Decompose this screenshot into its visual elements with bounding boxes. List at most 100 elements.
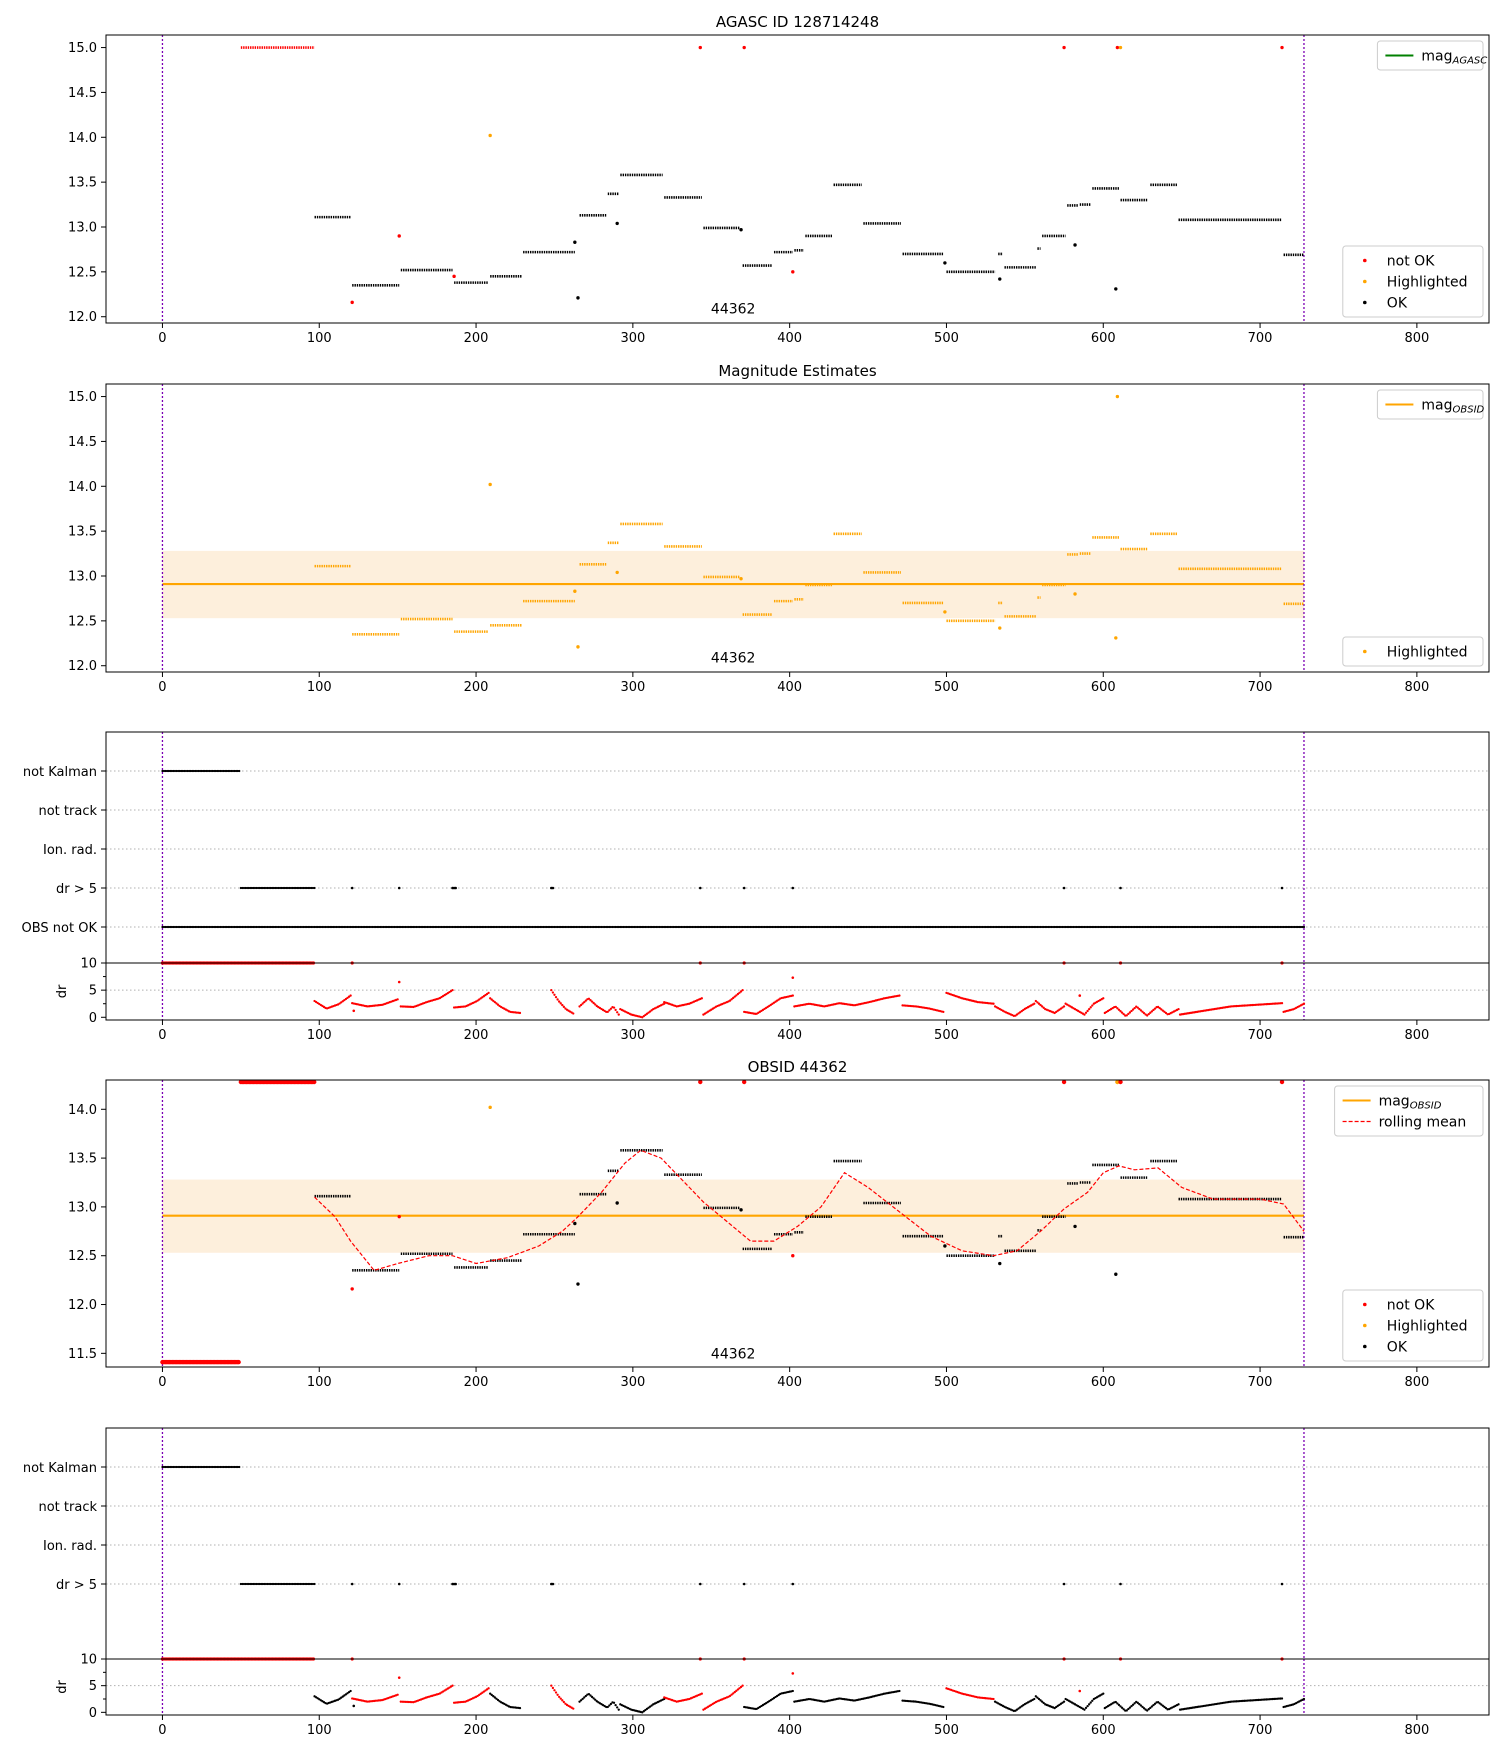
legend-marker — [1363, 1302, 1367, 1307]
dr-point — [1160, 1008, 1163, 1011]
flag-marker — [369, 925, 373, 929]
flag-marker — [1266, 925, 1270, 929]
flag-marker — [313, 1582, 316, 1586]
flag-marker — [1106, 925, 1110, 929]
flag-marker — [269, 886, 272, 890]
flag-marker — [597, 925, 600, 929]
x-tick-label: 100 — [307, 1723, 332, 1738]
flag-marker — [297, 1582, 300, 1586]
flag-marker — [975, 925, 978, 929]
flag-marker — [250, 886, 253, 890]
flag-marker — [855, 925, 859, 929]
flag-marker — [841, 925, 845, 929]
flag-marker — [819, 925, 823, 929]
flag-marker — [304, 886, 307, 890]
flag-marker — [286, 886, 289, 890]
y-tick-label: 15.0 — [68, 41, 97, 56]
flag-marker — [565, 925, 569, 929]
flag-marker — [525, 925, 528, 929]
flag-marker — [244, 1582, 247, 1586]
flag-marker — [545, 925, 548, 929]
flag-marker — [291, 1582, 294, 1586]
data-point — [576, 1282, 580, 1286]
x-tick-label: 800 — [1404, 1028, 1429, 1043]
flag-marker — [189, 925, 192, 929]
dr-point — [1120, 1011, 1124, 1014]
flag-marker — [368, 925, 371, 929]
flag-marker — [247, 925, 250, 929]
flag-marker — [1241, 925, 1244, 929]
y-tick-label: 0 — [89, 1706, 97, 1721]
flag-marker — [271, 925, 274, 929]
flag-marker — [785, 925, 788, 929]
flag-marker — [1205, 925, 1208, 929]
flag-marker — [1273, 925, 1276, 929]
flag-marker — [384, 925, 387, 929]
flag-marker — [250, 1582, 253, 1586]
data-point — [1073, 1224, 1077, 1229]
dr-point — [493, 1696, 497, 1699]
flag-marker — [330, 925, 333, 929]
flag-marker — [876, 925, 879, 929]
flag-marker — [907, 925, 910, 929]
flag-marker — [1014, 925, 1017, 929]
dr-point — [594, 1003, 597, 1006]
flag-marker — [821, 925, 824, 929]
flag-marker — [1077, 925, 1080, 929]
flag-marker — [263, 1582, 266, 1586]
flag-marker — [188, 1465, 191, 1469]
dr-point — [1117, 1008, 1121, 1011]
flag-marker — [282, 886, 285, 890]
x-tick-label: 800 — [1404, 1375, 1429, 1390]
flag-marker — [669, 925, 672, 929]
flag-marker — [460, 925, 464, 929]
flag-marker — [914, 925, 917, 929]
flag-marker — [1072, 925, 1075, 929]
flag-marker — [183, 769, 186, 773]
dr-point — [583, 1000, 586, 1004]
flag-marker — [730, 925, 733, 929]
flag-marker — [898, 925, 901, 929]
flag-marker — [1288, 925, 1291, 929]
flag-marker — [402, 925, 406, 929]
dr-point — [1083, 1708, 1086, 1711]
dr-point — [1138, 1703, 1141, 1706]
dr-point — [550, 988, 553, 992]
flag-marker — [1265, 925, 1268, 929]
y-tick-label: 14.0 — [68, 1103, 97, 1118]
dr-point — [1131, 1008, 1135, 1011]
flag-marker — [424, 925, 427, 929]
dr-point — [492, 1695, 495, 1698]
flag-marker — [714, 925, 718, 929]
x-tick-label: 300 — [620, 1028, 645, 1043]
flag-marker — [639, 925, 642, 929]
panel-3: 0 100 200 300 400 500 600 700 800 0 5 10 dr — [55, 957, 1490, 1043]
flag-marker — [972, 925, 975, 929]
flag-marker — [957, 925, 961, 929]
dr-point — [1136, 1006, 1139, 1009]
dr-point — [1125, 1709, 1128, 1712]
flag-marker — [1302, 925, 1306, 929]
legend: not OK Highlighted OK — [1342, 245, 1484, 318]
flag-marker — [791, 886, 795, 890]
flag-marker — [474, 925, 478, 929]
y-tick-label: 15.0 — [68, 390, 97, 405]
y-tick-label: 14.0 — [68, 131, 97, 146]
flag-marker — [1262, 925, 1265, 929]
dr-point — [489, 1692, 492, 1695]
flag-marker — [235, 769, 238, 773]
flag-marker — [738, 925, 741, 929]
flag-marker — [224, 1465, 227, 1469]
flag-marker — [931, 925, 934, 929]
flag-marker — [241, 886, 244, 890]
flag-marker — [727, 925, 730, 929]
legend-frame — [1334, 1085, 1484, 1137]
flag-marker — [1102, 925, 1105, 929]
flag-marker — [583, 925, 586, 929]
flag-marker — [906, 925, 909, 929]
flag-marker — [777, 925, 780, 929]
flag-marker — [432, 925, 435, 929]
flag-marker — [1136, 925, 1139, 929]
dr-point — [1149, 1011, 1152, 1014]
dr-point — [1033, 1697, 1036, 1701]
